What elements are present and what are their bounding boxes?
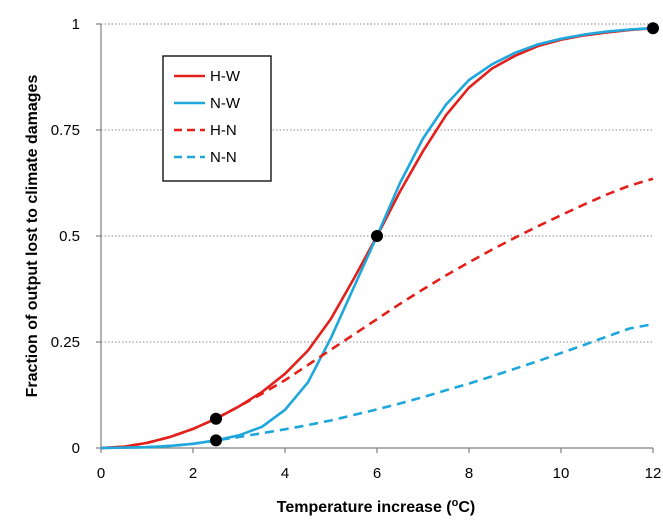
data-markers [210, 22, 659, 447]
y-tick-label-0: 0 [72, 440, 80, 457]
series-line-n-n [100, 322, 654, 450]
x-tick-label-0: 0 [97, 465, 105, 482]
legend-label-n-n: N-N [210, 149, 237, 166]
x-tick-label-5: 10 [553, 465, 570, 482]
x-axis-title: Temperature increase (oC) [277, 497, 476, 516]
y-tick-label-4: 1 [72, 16, 80, 33]
y-tick-label-2: 0.5 [59, 228, 80, 245]
legend-label-n-w: N-W [210, 95, 241, 112]
axes [96, 23, 654, 453]
legend-label-h-w: H-W [210, 68, 241, 85]
x-tick-label-2: 4 [281, 465, 289, 482]
y-axis-title: Fraction of output lost to climate damag… [24, 75, 41, 398]
data-marker-2 [371, 230, 383, 242]
legend-label-h-n: H-N [210, 122, 237, 139]
y-tick-label-3: 0.75 [51, 122, 80, 139]
y-tick-label-1: 0.25 [51, 334, 80, 351]
legend: H-W N-W H-N N-N [162, 55, 272, 182]
series-line-h-n [100, 177, 654, 450]
data-marker-1 [210, 434, 222, 447]
x-tick-label-6: 12 [645, 465, 662, 482]
x-tick-label-1: 2 [189, 465, 197, 482]
data-marker-3 [647, 22, 659, 35]
x-tick-label-3: 6 [373, 465, 381, 482]
x-tick-label-4: 8 [465, 465, 473, 482]
data-marker-0 [210, 412, 222, 425]
